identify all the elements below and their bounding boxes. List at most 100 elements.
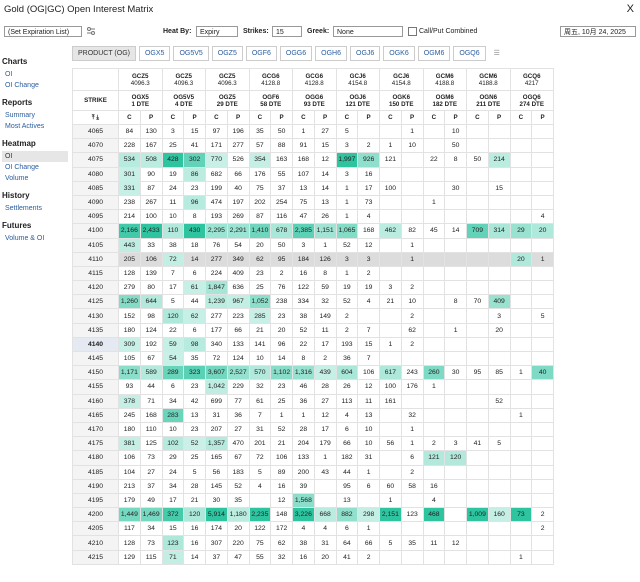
oi-cell: 126 — [313, 251, 337, 267]
tab[interactable]: OGF6 — [245, 46, 277, 61]
oi-cell: 349 — [226, 251, 250, 267]
oi-cell: 44 — [139, 379, 163, 395]
oi-cell: 636 — [226, 280, 250, 296]
oi-cell — [531, 180, 554, 196]
oi-cell: 19 — [335, 280, 359, 296]
oi-cell: 183 — [226, 464, 250, 480]
nav-item[interactable]: OI — [5, 71, 13, 78]
oi-cell: 55 — [270, 166, 293, 182]
oi-cell: 29 — [161, 450, 185, 466]
tab[interactable]: OGX5 — [138, 46, 171, 61]
future-code: GCQ6 — [522, 72, 541, 80]
nav-item[interactable]: Volume & OI — [5, 235, 45, 242]
oi-cell: 57 — [248, 138, 272, 154]
nav-item[interactable]: Volume — [5, 175, 29, 182]
tab[interactable]: OGH6 — [315, 46, 347, 61]
future-header: GCG6 4128.8 — [248, 68, 293, 91]
tab[interactable]: PRODUCT (OG) — [72, 46, 136, 61]
tab[interactable]: OGK6 — [383, 46, 415, 61]
oi-cell — [422, 421, 446, 438]
oi-cell — [509, 436, 533, 452]
tab[interactable]: OG5V5 — [173, 46, 209, 61]
title: Gold (OG|GC) Open Interest Matrix — [4, 4, 154, 15]
oi-cell — [531, 294, 554, 310]
oi-cell: 13 — [183, 407, 206, 423]
oi-cell: 1 — [444, 322, 467, 338]
expiration-select[interactable]: (Set Expiration List) — [4, 26, 82, 37]
oi-cell: 167 — [139, 138, 163, 154]
call-label: C — [205, 110, 228, 125]
oi-cell: 3 — [357, 251, 380, 267]
oi-cell: 106 — [270, 450, 293, 466]
greek-select[interactable]: None — [333, 26, 403, 37]
nav-item[interactable]: OI Change — [5, 164, 39, 171]
combined-checkbox[interactable] — [408, 27, 417, 36]
nav-item[interactable]: Summary — [5, 112, 35, 119]
tab[interactable]: OGG6 — [279, 46, 313, 61]
nav-item[interactable]: OI Change — [5, 82, 39, 89]
oi-cell: 85 — [487, 365, 511, 381]
oi-cell: 182 — [335, 450, 359, 466]
oi-cell: 926 — [357, 152, 380, 168]
close-button[interactable]: X — [626, 3, 634, 15]
oi-cell: 55 — [248, 549, 272, 565]
future-code: GCZ5 — [175, 72, 192, 80]
nav-item[interactable]: Settlements — [5, 205, 42, 212]
oi-cell — [400, 492, 424, 509]
strikes-select[interactable]: 15 — [272, 26, 302, 37]
oi-cell: 64 — [335, 535, 359, 551]
strike: 4185 — [72, 464, 119, 480]
strike: 4095 — [72, 209, 119, 225]
strike-row: 4105 443 33 38 18 76 54 20 50 3 1 52 12 1 — [72, 237, 554, 253]
tab[interactable]: OGJ6 — [350, 46, 381, 61]
oi-cell: 19 — [161, 166, 185, 182]
oi-cell: 1 — [400, 421, 424, 438]
tab-menu[interactable]: ☰ — [488, 46, 505, 61]
oi-cell: 50 — [466, 152, 489, 168]
oi-cell: 10 — [248, 350, 272, 367]
oi-cell — [487, 166, 511, 182]
oi-cell — [509, 237, 533, 253]
oi-cell — [422, 393, 446, 409]
oi-cell — [422, 180, 446, 196]
oi-cell: 27 — [139, 464, 163, 480]
oi-cell: 100 — [139, 209, 163, 225]
oi-cell — [531, 123, 554, 140]
oi-cell: 22 — [292, 336, 315, 353]
oi-cell — [422, 166, 446, 182]
nav-item[interactable]: OI — [2, 151, 68, 162]
tab[interactable]: OGM6 — [417, 46, 451, 61]
oi-cell — [422, 209, 446, 225]
oi-cell: 3,607 — [205, 365, 228, 381]
heat-by-select[interactable]: Expiry — [196, 26, 238, 37]
oi-cell: 17 — [161, 280, 185, 296]
oi-cell — [466, 251, 489, 267]
option-header: OGN6 211 DTE — [466, 90, 511, 111]
date-select[interactable]: 周五, 10月 24, 2025 — [560, 26, 636, 37]
greek-label: Greek: — [307, 28, 330, 35]
oi-cell: 6 — [335, 521, 359, 537]
oi-cell: 24 — [161, 180, 185, 196]
option-header: OGX5 1 DTE — [118, 90, 163, 111]
oi-cell: 1,102 — [270, 365, 293, 381]
oi-cell: 25 — [183, 450, 206, 466]
oi-cell: 6 — [335, 421, 359, 438]
tab[interactable]: OGZ5 — [211, 46, 243, 61]
oi-cell: 4 — [248, 478, 272, 494]
oi-cell: 682 — [205, 166, 228, 182]
settings-icon[interactable] — [86, 26, 96, 36]
oi-cell — [400, 521, 424, 537]
oi-cell — [379, 421, 402, 438]
section-title: Charts — [2, 57, 28, 66]
tab[interactable]: OGQ6 — [453, 46, 486, 61]
oi-cell — [531, 152, 554, 168]
oi-cell: 1,469 — [139, 507, 163, 523]
put-label: P — [357, 110, 380, 125]
oi-cell: 1 — [335, 180, 359, 196]
oi-cell: 589 — [139, 365, 163, 381]
nav-item[interactable]: Most Actives — [5, 123, 45, 130]
oi-cell: 2 — [357, 138, 380, 154]
oi-cell: 20 — [248, 237, 272, 253]
oi-cell: 100 — [379, 379, 402, 395]
oi-cell: 354 — [248, 152, 272, 168]
